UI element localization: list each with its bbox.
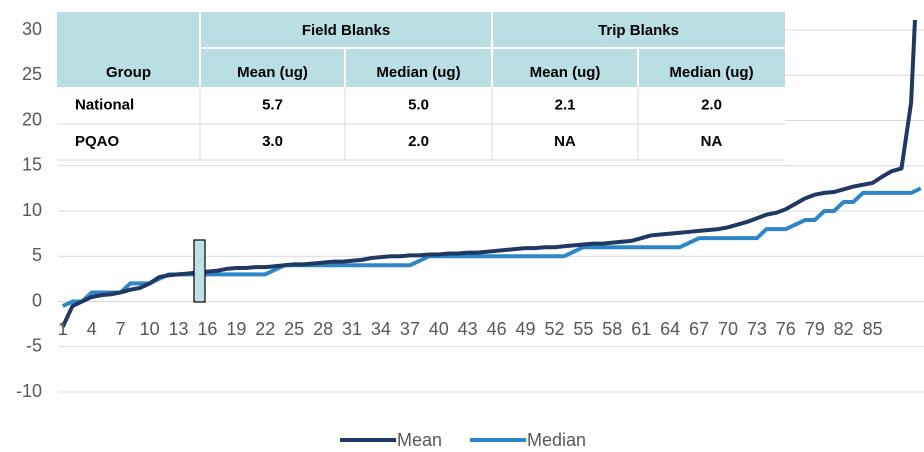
table-cell: PQAO (75, 133, 120, 150)
x-tick-label: 55 (573, 319, 593, 339)
table-cell: 2.1 (555, 96, 576, 113)
x-tick-label: 43 (458, 319, 478, 339)
x-tick-label: 31 (342, 319, 362, 339)
y-tick-label: -5 (26, 336, 42, 356)
x-tick-label: 67 (689, 319, 709, 339)
table-cell: 2.0 (408, 133, 429, 150)
x-tick-label: 79 (805, 319, 825, 339)
x-tick-label: 25 (284, 319, 304, 339)
x-tick-label: 37 (400, 319, 420, 339)
table-cell: National (75, 96, 134, 113)
x-tick-label: 61 (631, 319, 651, 339)
legend-label: Median (527, 430, 586, 450)
x-tick-label: 10 (140, 319, 160, 339)
marker (193, 239, 206, 303)
header-cell (200, 12, 492, 48)
x-tick-label: 58 (602, 319, 622, 339)
y-tick-label: 15 (22, 155, 42, 175)
x-tick-label: 19 (226, 319, 246, 339)
x-tick-label: 52 (544, 319, 564, 339)
x-tick-label: 82 (834, 319, 854, 339)
header-cell (200, 48, 345, 87)
y-tick-label: 0 (32, 290, 42, 310)
table-cell: 3.0 (262, 133, 283, 150)
column-header: Group (106, 64, 151, 81)
group-header: Field Blanks (302, 22, 390, 39)
series-line (61, 186, 922, 308)
y-tick-label: 25 (22, 64, 42, 84)
x-tick-label: 1 (58, 319, 68, 339)
table-cell: NA (701, 133, 723, 150)
legend-label: Mean (397, 430, 442, 450)
column-header: Mean (ug) (237, 64, 308, 81)
column-header: Median (ug) (376, 64, 460, 81)
y-tick-label: 30 (22, 19, 42, 39)
x-tick-label: 40 (429, 319, 449, 339)
y-tick-label: 5 (32, 245, 42, 265)
table-cell: NA (554, 133, 576, 150)
table-cell: 5.7 (262, 96, 283, 113)
series-line (61, 20, 917, 328)
x-tick-label: 28 (313, 319, 333, 339)
x-tick-label: 16 (197, 319, 217, 339)
y-tick-label: -10 (16, 381, 42, 401)
x-tick-label: 34 (371, 319, 391, 339)
column-header: Median (ug) (669, 64, 753, 81)
x-tick-label: 85 (863, 319, 883, 339)
x-tick-label: 7 (116, 319, 126, 339)
x-tick-label: 4 (87, 319, 97, 339)
y-tick-label: 20 (22, 109, 42, 129)
x-tick-label: 22 (255, 319, 275, 339)
x-tick-label: 13 (168, 319, 188, 339)
table-cell: 2.0 (701, 96, 722, 113)
x-tick-label: 73 (747, 319, 767, 339)
header-cell (492, 12, 785, 48)
x-tick-label: 64 (660, 319, 680, 339)
header-cell (345, 48, 492, 87)
y-tick-label: 10 (22, 200, 42, 220)
x-tick-label: 70 (718, 319, 738, 339)
x-tick-label: 49 (516, 319, 536, 339)
group-header: Trip Blanks (598, 22, 679, 39)
header-cell (492, 48, 638, 87)
table-cell: 5.0 (408, 96, 429, 113)
header-cell (57, 12, 200, 87)
x-tick-label: 46 (487, 319, 507, 339)
header-cell (638, 48, 785, 87)
x-tick-label: 76 (776, 319, 796, 339)
column-header: Mean (ug) (530, 64, 601, 81)
